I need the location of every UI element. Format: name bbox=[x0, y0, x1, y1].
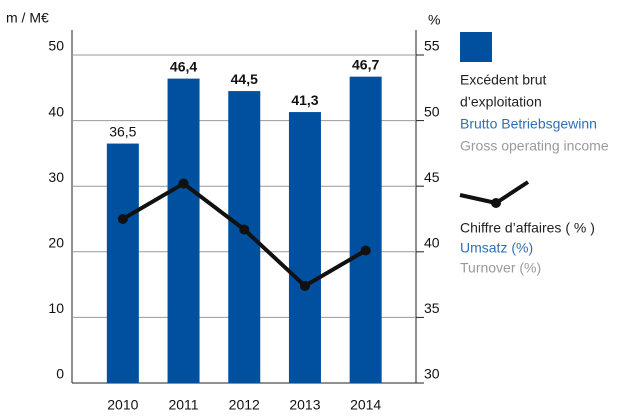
y2-tick-label: 45 bbox=[424, 169, 440, 185]
y2-tick-label: 35 bbox=[424, 300, 440, 316]
bar-value-label: 41,3 bbox=[291, 92, 318, 108]
y-tick-label: 0 bbox=[56, 366, 64, 382]
y2-axis-label: % bbox=[428, 12, 440, 28]
x-tick-label: 2010 bbox=[107, 397, 138, 413]
legend-label: Turnover (%) bbox=[460, 260, 541, 276]
bar-value-label: 46,4 bbox=[170, 58, 197, 74]
y-tick-label: 40 bbox=[48, 103, 64, 119]
bar bbox=[349, 76, 382, 383]
x-tick-label: 2012 bbox=[229, 397, 260, 413]
legend-label: Brutto Betriebsgewinn bbox=[460, 116, 597, 132]
y2-tick-label: 55 bbox=[424, 38, 440, 54]
bar bbox=[167, 78, 200, 383]
legend-label: Excédent brut bbox=[460, 72, 546, 88]
y2-tick-label: 50 bbox=[424, 103, 440, 119]
bar-value-label: 36,5 bbox=[109, 123, 136, 139]
line-point bbox=[360, 245, 371, 256]
bar-value-label: 44,5 bbox=[231, 71, 258, 87]
legend-label: Gross operating income bbox=[460, 138, 609, 154]
bar bbox=[288, 112, 321, 384]
y-axis-label: m / M€ bbox=[6, 10, 49, 26]
bar bbox=[228, 91, 261, 383]
line-point bbox=[117, 214, 128, 224]
y-tick-label: 20 bbox=[48, 235, 64, 251]
line-point bbox=[178, 178, 189, 189]
legend-label: Chiffre d’affaires ( % ) bbox=[460, 220, 595, 236]
y-tick-label: 30 bbox=[48, 169, 64, 185]
legend-point bbox=[491, 198, 501, 208]
y2-tick-label: 30 bbox=[424, 366, 440, 382]
x-tick-label: 2013 bbox=[289, 397, 320, 413]
legend-label: Umsatz (%) bbox=[460, 240, 533, 256]
x-tick-label: 2014 bbox=[350, 397, 381, 413]
bar-value-label: 46,7 bbox=[352, 56, 379, 72]
x-tick-label: 2011 bbox=[168, 397, 198, 413]
legend-label: d’exploitation bbox=[460, 94, 542, 110]
y-tick-label: 50 bbox=[48, 38, 64, 54]
line-point bbox=[299, 280, 310, 291]
line-point bbox=[239, 224, 250, 235]
legend-swatch bbox=[460, 32, 492, 62]
y2-tick-label: 40 bbox=[424, 235, 440, 251]
y-tick-label: 10 bbox=[48, 300, 64, 316]
bar bbox=[106, 143, 139, 383]
